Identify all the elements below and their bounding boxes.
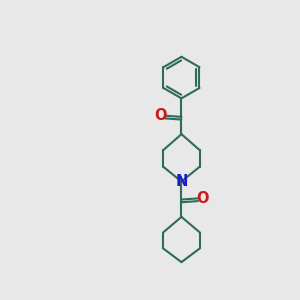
Text: O: O <box>154 108 167 123</box>
Text: N: N <box>175 174 188 189</box>
Text: O: O <box>196 191 209 206</box>
